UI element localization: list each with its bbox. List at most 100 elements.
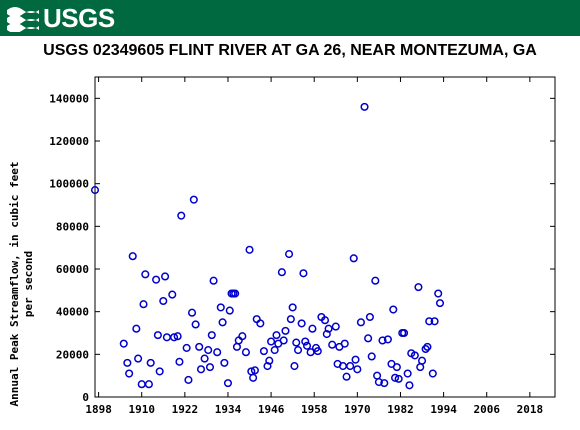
x-tick-label: 1898 [85,403,112,416]
data-point [90,186,100,195]
data-point [340,339,349,348]
data-point [173,332,182,341]
data-point [123,358,132,367]
y-tick-label: 100000 [49,178,89,191]
data-point [209,276,218,285]
usgs-wave-icon [7,7,39,32]
data-point [428,369,437,378]
data-point [416,363,425,372]
data-point [302,341,312,350]
data-point [380,379,389,388]
data-point [272,331,281,340]
data-point [299,269,308,278]
data-point [177,211,186,220]
data-point [207,331,216,340]
data-point [119,339,128,348]
data-point [144,380,153,389]
data-point [238,332,247,341]
data-point [383,335,392,344]
data-point [152,275,161,284]
data-point [313,347,322,356]
data-point [279,336,288,345]
data-point [205,363,215,372]
data-point [162,333,171,342]
y-tick-label: 0 [82,391,89,404]
data-point [421,344,430,354]
data-point [342,372,351,381]
data-point [204,346,213,355]
y-axis-label-line-1: Annual Peak Streamflow, in cubic feet [8,161,21,406]
data-point [394,374,403,383]
x-tick-label: 1994 [430,403,457,416]
y-tick-label: 20000 [56,348,89,361]
data-point [356,318,365,327]
data-point [153,331,162,340]
usgs-logo-text: USGS [43,2,115,33]
data-point [220,358,229,367]
usgs-header-banner: USGS [0,0,580,36]
data-point [216,303,225,312]
data-point [189,195,198,204]
data-point [423,342,432,351]
data-point [430,317,439,326]
data-point [360,102,369,111]
x-tick-label: 1946 [258,403,285,416]
data-point [141,270,150,279]
data-point [155,367,164,376]
data-point [414,283,423,292]
data-point [265,356,274,365]
data-point [184,375,193,384]
data-point [213,348,222,357]
data-point [182,343,191,352]
data-point [146,358,155,367]
data-point [234,336,243,345]
data-point [391,373,400,382]
data-point [187,308,197,317]
data-point [139,300,148,309]
data-point [285,250,294,259]
data-point [434,289,443,298]
data-point [297,319,306,328]
data-point [435,299,445,308]
data-point [191,320,200,329]
y-axis-label: Annual Peak Streamflow, in cubic feet pe… [8,161,35,406]
data-point [270,346,279,355]
data-point [170,333,179,342]
data-point [256,319,265,328]
data-point [349,254,358,263]
data-point [231,289,240,298]
data-point [373,371,382,380]
data-point [367,352,376,361]
data-point [405,381,414,390]
data-point [365,312,374,322]
data-point [132,324,141,333]
usgs-logo[interactable]: USGS [6,2,115,33]
x-tick-label: 2018 [517,403,544,416]
data-points [90,102,445,390]
data-point [392,363,401,372]
x-tick-label: 2006 [473,403,500,416]
y-tick-label: 80000 [56,220,89,233]
data-point [281,326,290,335]
data-point [351,355,360,364]
data-point [200,354,209,363]
data-point [400,328,409,338]
data-point [250,366,259,375]
data-point [292,338,301,347]
data-point [417,356,427,365]
x-tick-label: 1922 [172,403,199,416]
x-tick-label: 1910 [128,403,155,416]
data-point [277,268,286,277]
data-point [286,315,295,324]
y-tick-label: 140000 [49,92,89,105]
data-point [346,362,355,371]
y-tick-label: 40000 [56,306,89,319]
data-point [293,346,303,355]
data-point [259,347,268,356]
data-point [288,303,297,312]
x-tick-label: 1958 [301,403,328,416]
data-point [403,369,412,378]
data-point [364,334,373,343]
axes [94,76,556,398]
